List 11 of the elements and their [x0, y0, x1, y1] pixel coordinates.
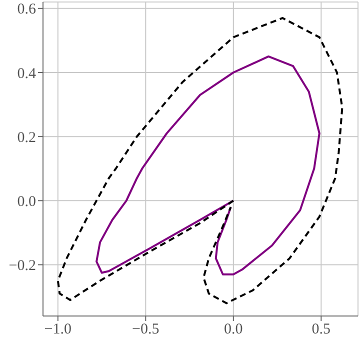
- x-tick-label: −1.0: [44, 322, 72, 338]
- x-tick-label: −0.5: [132, 322, 160, 338]
- x-tick-label: 0.5: [312, 322, 331, 338]
- line-series: [56, 17, 344, 304]
- y-tick-label: 0.6: [17, 2, 36, 18]
- y-tick-label: 0.4: [17, 66, 36, 82]
- line-series: [96, 55, 320, 276]
- y-tick-label: 0.0: [17, 194, 36, 210]
- y-tick-label: 0.2: [17, 130, 36, 146]
- x-tick-label: 0.0: [224, 322, 243, 338]
- y-tick-label: −0.2: [8, 258, 36, 274]
